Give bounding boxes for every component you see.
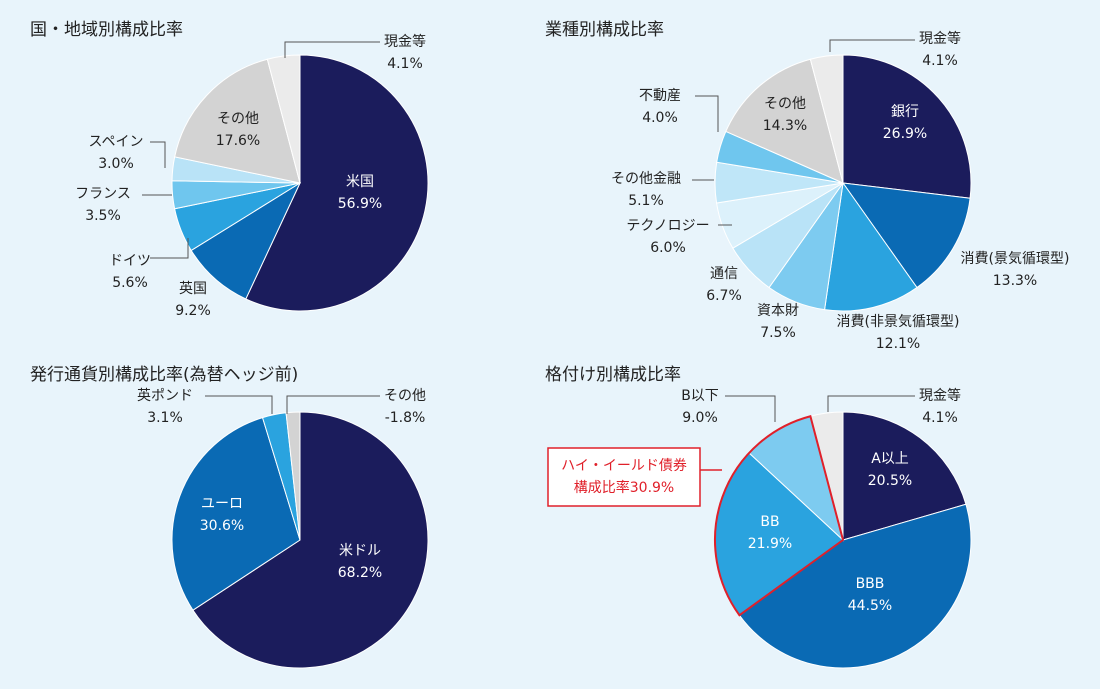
value-label: 7.5% (760, 325, 796, 341)
slice-label: その他 (217, 111, 259, 127)
value-label: 3.1% (147, 410, 183, 426)
value-label: 30.6% (200, 518, 244, 534)
slice-label: 現金等 (384, 33, 426, 50)
chart-title: 国・地域別構成比率 (30, 20, 183, 40)
slice-label: フランス (75, 186, 131, 202)
slice-label: 消費(非景気循環型) (837, 314, 960, 330)
value-label: 56.9% (338, 196, 382, 212)
slice-label: その他 (384, 388, 426, 404)
value-label: 3.0% (98, 156, 134, 172)
pie-slice (841, 182, 971, 289)
slice-label: 英国 (179, 280, 207, 297)
pie-slice (738, 503, 972, 669)
pie-slice (842, 54, 972, 199)
annotation: 構成比率30.9% (574, 479, 674, 496)
pie-slice (245, 54, 429, 312)
value-label: 17.6% (216, 133, 260, 149)
chart-title: 格付け別構成比率 (545, 365, 681, 385)
value-label: 21.9% (748, 536, 792, 552)
chart-title: 業種別構成比率 (545, 20, 664, 40)
value-label: 68.2% (338, 565, 382, 581)
value-label: 6.7% (706, 288, 742, 304)
annotation-box (547, 447, 701, 507)
value-label: 4.1% (922, 410, 958, 426)
slice-label: その他金融 (611, 171, 681, 187)
value-label: 6.0% (650, 240, 686, 256)
pie-slice (285, 411, 301, 541)
value-label: 44.5% (848, 598, 892, 614)
leader-line (150, 238, 189, 259)
pie-slice (824, 181, 918, 312)
value-label: 9.0% (682, 410, 718, 426)
slice-label: 現金等 (919, 387, 961, 404)
chart-title: 発行通貨別構成比率(為替ヘッジ前) (30, 365, 298, 385)
slice-label: BB (760, 514, 779, 530)
leader-line (284, 41, 380, 58)
pie-slice (266, 54, 301, 184)
slice-label: 米国 (346, 174, 374, 190)
slice-label: テクノロジー (626, 218, 709, 234)
value-label: 4.1% (387, 56, 423, 72)
slice-label: 米ドル (339, 543, 381, 559)
value-label: 9.2% (175, 303, 211, 319)
value-label: 4.0% (642, 110, 678, 126)
slice-label: BBB (856, 576, 885, 592)
value-label: 13.3% (993, 273, 1037, 289)
slice-label: B以下 (681, 388, 719, 404)
leader-line (829, 39, 915, 52)
leader-line (286, 395, 380, 414)
value-label: 5.6% (112, 275, 148, 291)
slice-label: ドイツ (109, 253, 151, 269)
leader-line (725, 395, 776, 422)
slice-label: ユーロ (201, 496, 243, 512)
pie-slice (809, 54, 844, 184)
slice-label: 通信 (710, 266, 738, 282)
value-label: 14.3% (763, 118, 807, 134)
value-label: 5.1% (628, 193, 664, 209)
slice-label: 現金等 (919, 30, 961, 47)
slice-label: A以上 (871, 451, 909, 467)
highlight-outline (714, 415, 845, 617)
value-label: 20.5% (868, 473, 912, 489)
slice-label: 英ポンド (137, 387, 193, 404)
slice-label: 消費(景気循環型) (961, 251, 1070, 267)
value-label: -1.8% (385, 410, 426, 426)
slice-label: 資本財 (757, 303, 799, 319)
slice-label: 不動産 (639, 88, 681, 104)
pie-slice (842, 411, 967, 541)
value-label: 12.1% (876, 336, 920, 352)
value-label: 3.5% (85, 208, 121, 224)
leader-line (205, 395, 273, 414)
pie-slice (174, 58, 301, 184)
leader-line (827, 395, 915, 412)
annotation: ハイ・イールド債券 (561, 458, 687, 474)
value-label: 4.1% (922, 53, 958, 69)
slice-label: 銀行 (891, 104, 919, 120)
pie-slice (171, 416, 301, 611)
slice-label: その他 (764, 96, 806, 112)
slice-label: スペイン (88, 134, 143, 150)
pie-slice (725, 58, 844, 184)
pie-slice (192, 411, 429, 669)
leader-line (150, 141, 166, 168)
value-label: 26.9% (883, 126, 927, 142)
leader-line (695, 95, 719, 132)
